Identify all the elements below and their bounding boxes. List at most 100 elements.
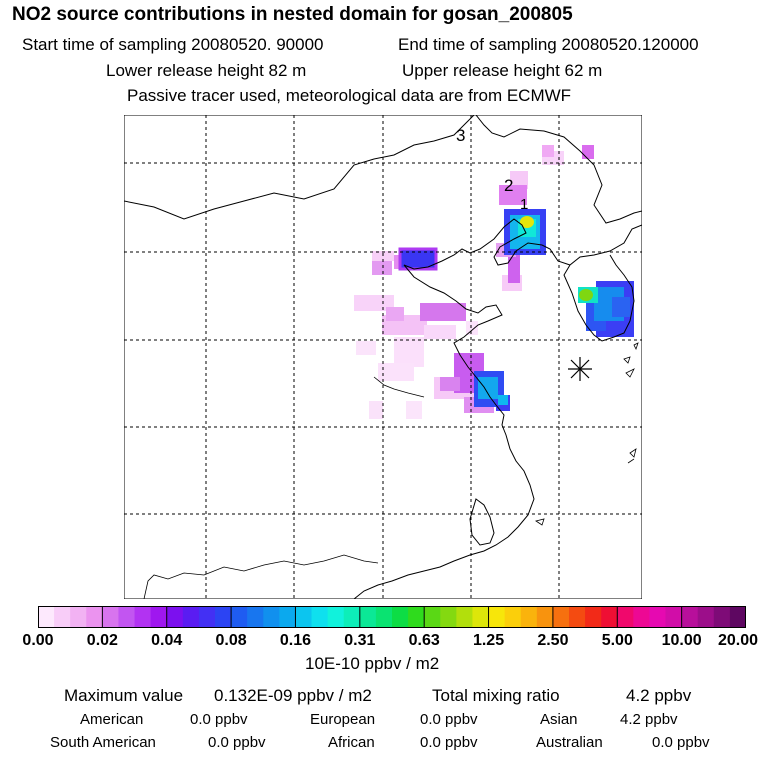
- plume-patch: [466, 321, 478, 335]
- colorbar-cell: [729, 606, 746, 628]
- colorbar-cell: [408, 606, 425, 628]
- region-australian-value: 0.0 ppbv: [652, 734, 710, 751]
- colorbar-cell: [215, 606, 232, 628]
- plume-patch: [499, 185, 527, 205]
- colorbar-cell: [649, 606, 667, 628]
- colorbar-tick-label: 10.00: [661, 632, 702, 649]
- colorbar-cell: [263, 606, 280, 628]
- colorbar-cell: [198, 606, 216, 628]
- plume-patch: [498, 395, 508, 405]
- upper-release-height: Upper release height 62 m: [402, 61, 603, 80]
- colorbar-tick-label: 20.00: [717, 632, 759, 649]
- colorbar-cell: [166, 606, 184, 628]
- colorbar-cell: [601, 606, 618, 628]
- colorbar-cell: [327, 606, 345, 628]
- region-american-value: 0.0 ppbv: [190, 711, 248, 728]
- colorbar-cell: [536, 606, 554, 628]
- plume-patch: [386, 307, 404, 321]
- colorbar-cell: [279, 606, 297, 628]
- colorbar-tick-label: 0.08: [215, 632, 247, 649]
- colorbar-cell: [488, 606, 506, 628]
- colorbar-cell: [231, 606, 248, 628]
- colorbar-unit: 10E-10 ppbv / m2: [305, 654, 440, 673]
- lower-release-height: Lower release height 82 m: [106, 61, 307, 80]
- colorbar-cell: [375, 606, 393, 628]
- colorbar-cell: [54, 606, 71, 628]
- lat-lon-grid: [124, 115, 642, 599]
- plume-patch: [582, 145, 594, 159]
- region-south-american-label: South American: [50, 734, 156, 751]
- colorbar-cell: [504, 606, 522, 628]
- colorbar-cell: [343, 606, 361, 628]
- region-european-value: 0.0 ppbv: [420, 711, 478, 728]
- plume-patch: [354, 295, 394, 311]
- colorbar-tick-label: 0.00: [22, 632, 54, 649]
- marker-3: 3: [456, 126, 465, 145]
- colorbar-cell: [295, 606, 313, 628]
- plume-patch: [420, 303, 466, 321]
- plume-patch: [398, 247, 438, 271]
- colorbar-tick-label: 2.50: [537, 632, 569, 649]
- total-mixing-value: 4.2 ppbv: [626, 686, 692, 705]
- colorbar-cell: [552, 606, 570, 628]
- plume-patch: [478, 377, 498, 399]
- start-time-label: Start time of sampling 20080520. 90000: [22, 35, 324, 54]
- plume-patch: [612, 297, 630, 317]
- colorbar-tick-label: 1.25: [472, 632, 505, 649]
- colorbar-cell: [713, 606, 731, 628]
- max-value: 0.132E-09 ppbv / m2: [214, 686, 372, 705]
- colorbar-cell: [472, 606, 490, 628]
- plume-patch: [542, 145, 554, 157]
- region-african-label: African: [328, 734, 375, 751]
- colorbar-cell: [134, 606, 152, 628]
- colorbar-cell: [38, 606, 55, 628]
- figure-title: NO2 source contributions in nested domai…: [12, 4, 573, 25]
- plume-patch: [378, 363, 414, 381]
- colorbar-tick-label: 0.31: [344, 632, 376, 649]
- plume-patch: [520, 216, 534, 228]
- marker-1: 1: [520, 196, 528, 213]
- colorbar-tick-label: 5.00: [601, 632, 633, 649]
- colorbar-tick-label: 0.63: [408, 632, 440, 649]
- colorbar-tick-label: 0.04: [151, 632, 183, 649]
- plume-patch: [406, 401, 422, 419]
- colorbar-cell: [86, 606, 103, 628]
- colorbar-cell: [118, 606, 136, 628]
- region-asian-value: 4.2 ppbv: [620, 711, 678, 728]
- colorbar-cell: [617, 606, 634, 628]
- plume-patch: [579, 289, 593, 301]
- colorbar-cell: [456, 606, 474, 628]
- tracer-note: Passive tracer used, meteorological data…: [127, 86, 572, 105]
- plume-patch: [356, 341, 376, 355]
- colorbar-cell: [359, 606, 377, 628]
- plume-patch: [508, 253, 520, 283]
- colorbar-cell: [520, 606, 538, 628]
- colorbar-cell: [665, 606, 683, 628]
- colorbar-cell: [585, 606, 602, 628]
- plume-patch: [394, 337, 424, 367]
- marker-2: 2: [504, 176, 513, 195]
- region-australian-label: Australian: [536, 734, 603, 751]
- region-african-value: 0.0 ppbv: [420, 734, 478, 751]
- plume-patch: [369, 401, 383, 419]
- concentration-field: [354, 145, 634, 419]
- colorbar-cell: [697, 606, 715, 628]
- region-south-american-value: 0.0 ppbv: [208, 734, 266, 751]
- colorbar-cell: [424, 606, 441, 628]
- source-contribution-map: 1 2 3: [124, 115, 642, 599]
- colorbar-cell: [633, 606, 651, 628]
- colorbar-tick-label: 0.16: [279, 632, 312, 649]
- plume-patch: [372, 251, 394, 261]
- colorbar: [38, 606, 746, 628]
- colorbar-cell: [182, 606, 200, 628]
- max-value-label: Maximum value: [64, 686, 184, 705]
- colorbar-cell: [392, 606, 409, 628]
- colorbar-cell: [102, 606, 120, 628]
- colorbar-cell: [311, 606, 329, 628]
- colorbar-cell: [569, 606, 586, 628]
- region-american-label: American: [80, 711, 144, 728]
- total-mixing-label: Total mixing ratio: [432, 686, 560, 705]
- region-asian-label: Asian: [540, 711, 578, 728]
- colorbar-cell: [70, 606, 87, 628]
- end-time-label: End time of sampling 20080520.120000: [398, 35, 699, 54]
